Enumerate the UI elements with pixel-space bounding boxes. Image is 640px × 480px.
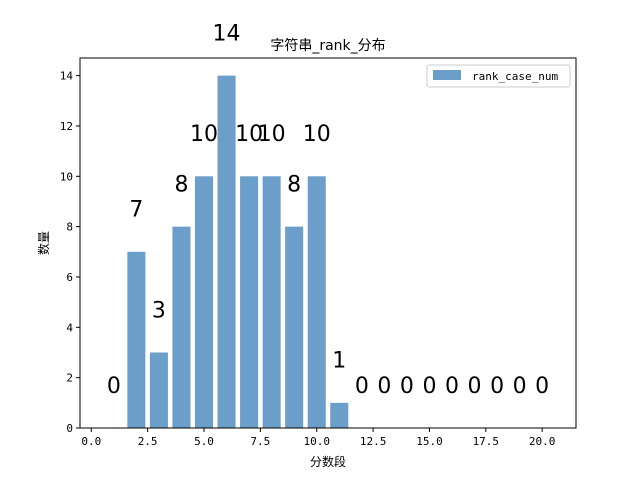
y-tick-label: 8 <box>66 221 73 234</box>
bar <box>262 176 281 428</box>
x-tick-label: 5.0 <box>194 435 214 448</box>
data-label: 8 <box>287 172 301 197</box>
bar <box>149 352 168 428</box>
data-label: 0 <box>377 374 391 399</box>
x-tick-label: 20.0 <box>529 435 556 448</box>
y-tick-label: 6 <box>66 271 73 284</box>
bar <box>285 226 304 428</box>
y-axis-title: 数量 <box>36 231 51 255</box>
x-tick-label: 0.0 <box>81 435 101 448</box>
data-label: 7 <box>129 198 143 223</box>
plot-area-frame <box>79 57 577 429</box>
bars-group <box>127 75 349 428</box>
data-label: 10 <box>235 122 263 147</box>
data-label: 0 <box>445 374 459 399</box>
x-tick-label: 17.5 <box>473 435 500 448</box>
bar <box>194 176 214 428</box>
data-label: 0 <box>490 374 504 399</box>
bar <box>217 75 236 428</box>
data-label: 14 <box>213 21 241 46</box>
data-label: 0 <box>355 374 369 399</box>
data-label: 10 <box>303 122 331 147</box>
data-label: 0 <box>400 374 414 399</box>
bar <box>127 251 146 428</box>
y-tick-label: 12 <box>60 120 73 133</box>
data-label: 8 <box>174 172 188 197</box>
data-label: 3 <box>152 298 166 323</box>
bar <box>172 226 191 428</box>
y-tick-label: 4 <box>66 321 73 334</box>
legend-swatch <box>433 70 461 80</box>
x-tick-label: 7.5 <box>250 435 270 448</box>
data-label: 10 <box>258 122 286 147</box>
data-label: 1 <box>332 349 346 374</box>
y-tick-label: 0 <box>66 422 73 435</box>
bar <box>307 176 326 428</box>
legend-box <box>426 64 571 88</box>
data-label: 0 <box>513 374 527 399</box>
data-label: 10 <box>190 122 218 147</box>
x-axis-ticks: 0.0 2.5 5.0 7.5 10.0 12.5 15.0 17.5 20.0 <box>81 428 555 448</box>
data-label: 0 <box>535 374 549 399</box>
y-tick-label: 10 <box>60 170 73 183</box>
y-axis-ticks: 0 2 4 6 8 10 12 14 <box>60 70 80 435</box>
legend-entry: rank_case_num <box>472 70 558 83</box>
x-tick-label: 10.0 <box>303 435 330 448</box>
x-tick-label: 12.5 <box>360 435 387 448</box>
bar <box>240 176 259 428</box>
x-tick-label: 2.5 <box>138 435 158 448</box>
chart-title: 字符串_rank_分布 <box>270 38 385 54</box>
legend: rank_case_num <box>426 64 571 88</box>
bar <box>330 402 349 428</box>
y-tick-label: 2 <box>66 372 73 385</box>
x-axis-title: 分数段 <box>310 454 346 469</box>
data-label: 0 <box>107 374 121 399</box>
x-tick-label: 15.0 <box>416 435 443 448</box>
y-tick-label: 14 <box>60 70 74 83</box>
data-label: 0 <box>468 374 482 399</box>
data-label: 0 <box>422 374 436 399</box>
